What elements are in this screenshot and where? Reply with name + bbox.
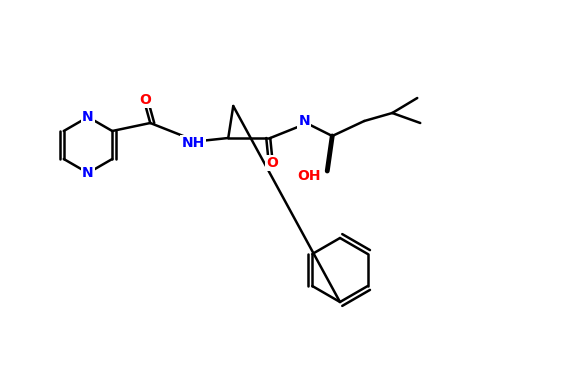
Text: NH: NH xyxy=(181,136,205,150)
Text: O: O xyxy=(139,93,151,107)
Text: N: N xyxy=(298,114,310,128)
Text: O: O xyxy=(266,156,278,170)
Text: N: N xyxy=(82,166,94,180)
Text: N: N xyxy=(82,110,94,124)
Text: OH: OH xyxy=(297,169,321,183)
